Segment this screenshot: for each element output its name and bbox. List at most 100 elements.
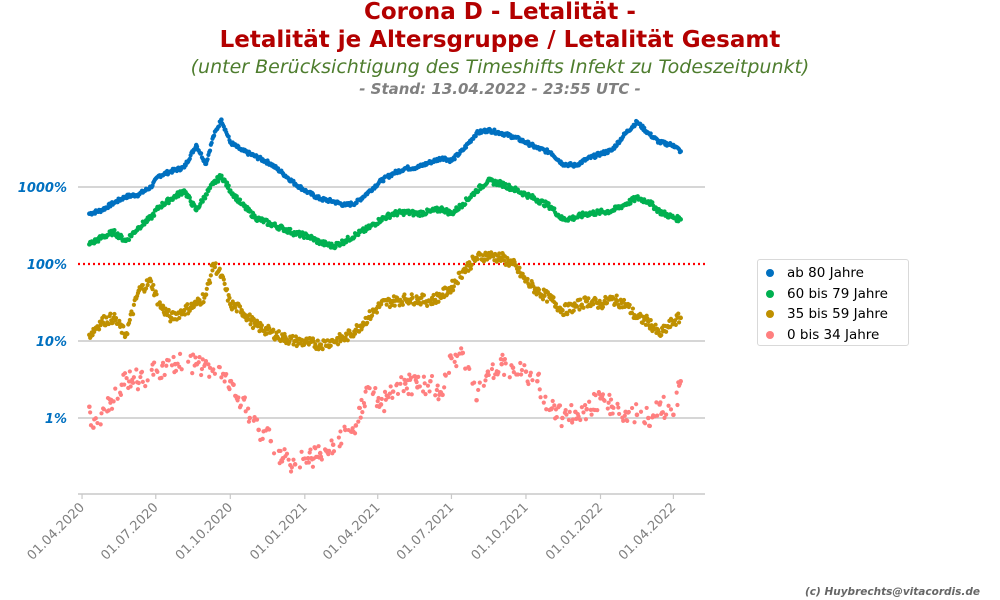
data-point — [196, 360, 201, 365]
data-point — [163, 306, 168, 311]
data-point — [246, 406, 251, 411]
data-point — [152, 213, 157, 218]
data-point — [428, 378, 433, 384]
data-point — [379, 396, 384, 402]
data-point — [653, 322, 658, 327]
data-point — [605, 406, 610, 411]
data-point — [522, 274, 527, 280]
data-point — [352, 331, 358, 336]
data-point — [248, 322, 253, 327]
data-point — [179, 367, 184, 372]
data-point — [344, 332, 350, 337]
data-point — [362, 404, 367, 409]
data-point — [450, 288, 456, 293]
data-point — [201, 300, 206, 305]
data-point — [226, 183, 231, 188]
x-tick-label: 01.10.2020 — [173, 500, 236, 563]
data-point — [155, 369, 160, 375]
data-point — [361, 400, 367, 406]
data-point — [293, 334, 299, 339]
y-tick-label: 1000% — [18, 181, 67, 196]
data-point — [397, 303, 402, 308]
data-point — [406, 391, 411, 397]
data-point — [534, 292, 539, 297]
data-point — [423, 392, 428, 397]
data-point — [243, 409, 248, 414]
data-point — [433, 393, 438, 398]
data-point — [581, 410, 586, 415]
data-point — [520, 271, 525, 276]
data-point — [621, 418, 626, 423]
data-point — [299, 449, 304, 454]
data-point — [463, 145, 469, 150]
series-1 — [87, 117, 683, 217]
data-point — [519, 372, 524, 377]
data-point — [173, 368, 179, 373]
data-point — [242, 312, 247, 317]
data-point — [658, 400, 663, 405]
data-point — [626, 409, 631, 415]
data-point — [143, 384, 148, 389]
data-point — [327, 448, 332, 454]
data-point — [211, 133, 217, 138]
data-point — [148, 278, 154, 284]
data-point — [288, 469, 294, 474]
legend-marker-icon — [766, 310, 774, 319]
data-point — [409, 392, 414, 397]
data-point — [401, 389, 406, 394]
data-point — [106, 321, 111, 327]
data-point — [190, 352, 196, 357]
data-point — [496, 370, 501, 375]
data-point — [528, 370, 533, 375]
data-point — [382, 389, 388, 394]
data-point — [284, 451, 290, 456]
data-point — [664, 329, 669, 334]
data-point — [374, 310, 380, 315]
data-point — [203, 359, 209, 364]
data-point — [552, 403, 557, 408]
data-point — [112, 227, 117, 233]
data-point — [634, 402, 639, 407]
data-point — [118, 392, 124, 397]
data-point — [160, 306, 165, 312]
data-point — [381, 179, 386, 184]
data-point — [503, 361, 508, 366]
data-point — [95, 420, 100, 426]
data-point — [373, 386, 378, 391]
data-point — [645, 415, 651, 421]
data-point — [200, 357, 205, 362]
data-point — [425, 383, 431, 388]
data-point — [514, 263, 519, 268]
data-point — [313, 342, 318, 347]
data-point — [454, 364, 459, 369]
data-point — [291, 342, 296, 347]
data-point — [593, 393, 598, 398]
x-tick-label: 01.04.2020 — [25, 500, 88, 563]
data-point — [254, 417, 260, 422]
data-point — [204, 286, 209, 292]
data-point — [410, 295, 415, 300]
data-point — [499, 361, 504, 367]
data-point — [583, 417, 589, 422]
data-point — [648, 131, 653, 136]
data-point — [608, 397, 614, 402]
data-point — [338, 429, 343, 434]
data-point — [237, 197, 243, 202]
x-tick-label: 01.10.2021 — [469, 500, 532, 563]
data-point — [489, 366, 495, 372]
data-point — [111, 399, 116, 404]
data-point — [164, 363, 169, 368]
data-point — [560, 308, 565, 313]
data-point — [145, 282, 150, 288]
data-point — [124, 376, 129, 381]
data-points — [87, 117, 683, 474]
data-point — [149, 216, 154, 221]
data-point — [671, 412, 676, 418]
data-point — [492, 127, 497, 132]
legend-item-60-79: 60 bis 79 Jahre — [766, 284, 908, 305]
data-point — [452, 157, 457, 162]
data-point — [574, 304, 580, 309]
data-point — [376, 395, 381, 401]
data-point — [190, 371, 195, 376]
data-point — [384, 216, 389, 221]
